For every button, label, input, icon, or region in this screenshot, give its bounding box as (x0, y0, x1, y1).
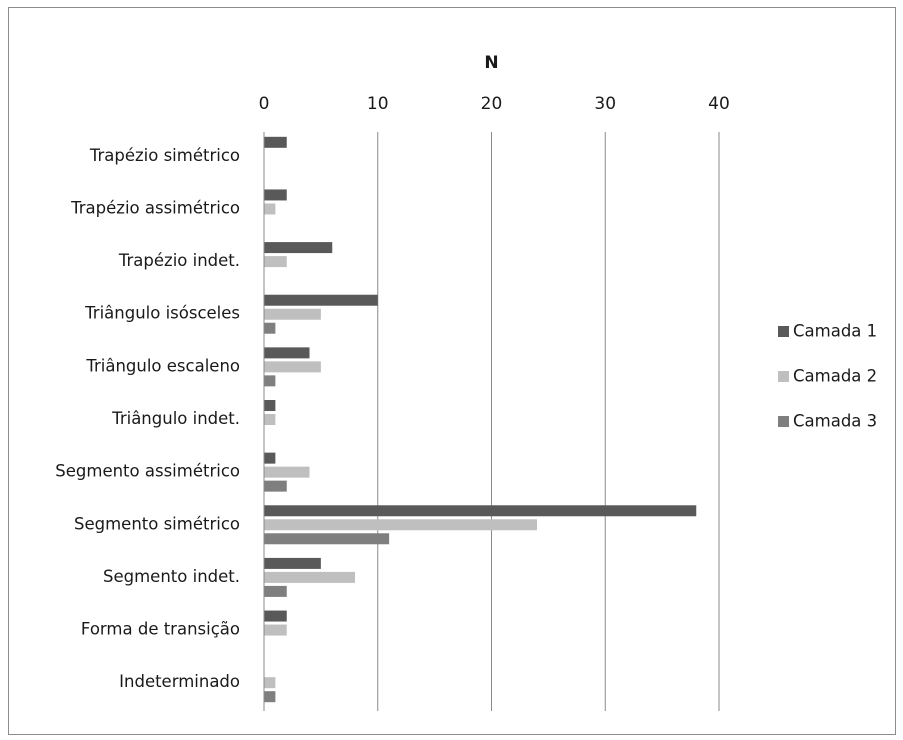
x-tick-label: 10 (367, 94, 389, 114)
bar-camada-1 (264, 452, 276, 464)
bar-camada-3 (264, 585, 287, 597)
bar-camada-2 (264, 677, 276, 689)
bar-camada-3 (264, 322, 276, 334)
bar-camada-1 (264, 505, 697, 517)
x-tick-label: 20 (481, 94, 503, 114)
bar-camada-2 (264, 466, 310, 478)
x-axis-title: N (484, 53, 498, 73)
legend-swatch (778, 416, 789, 427)
x-tick-label: 0 (259, 94, 270, 114)
chart-frame (8, 7, 896, 735)
bar-camada-1 (264, 610, 287, 622)
bar-camada-3 (264, 691, 276, 703)
category-label: Segmento indet. (103, 567, 240, 586)
legend-label: Camada 2 (793, 367, 877, 386)
bar-camada-2 (264, 414, 276, 425)
bar-camada-2 (264, 624, 287, 636)
category-label: Trapézio assimétrico (70, 198, 240, 217)
bar-camada-2 (264, 308, 321, 320)
category-label: Trapézio simétrico (89, 146, 240, 165)
bars (264, 136, 697, 703)
category-label: Forma de transição (81, 620, 240, 639)
category-label: Triângulo escaleno (85, 356, 240, 375)
category-labels: Trapézio simétrico Trapézio assimétrico Tr… (55, 146, 240, 691)
bar-camada-1 (264, 347, 310, 359)
legend-label: Camada 1 (793, 322, 877, 341)
bar-camada-2 (264, 361, 321, 373)
bar-camada-2 (264, 571, 355, 583)
bar-camada-1 (264, 136, 287, 148)
category-label: Segmento assimétrico (55, 462, 240, 481)
gridlines (377, 132, 720, 711)
bar-camada-2 (264, 519, 537, 531)
legend: Camada 1 Camada 2 Camada 3 (778, 322, 877, 431)
bar-camada-1 (264, 557, 321, 569)
bar-camada-3 (264, 533, 390, 545)
category-label: Indeterminado (119, 672, 240, 691)
bar-camada-2 (264, 203, 276, 215)
bar-camada-3 (264, 480, 287, 492)
category-label: Triângulo indet. (111, 409, 240, 428)
x-tick-label: 30 (594, 94, 616, 114)
bar-camada-3 (264, 375, 276, 387)
category-label: Segmento simétrico (74, 514, 240, 533)
legend-label: Camada 3 (793, 412, 877, 431)
bar-camada-1 (264, 189, 287, 201)
bar-camada-2 (264, 256, 287, 268)
bar-camada-1 (264, 294, 378, 306)
bar-camada-1 (264, 242, 333, 254)
category-label: Triângulo isósceles (84, 304, 240, 323)
legend-swatch (778, 326, 789, 337)
x-tick-label: 40 (708, 94, 730, 114)
legend-swatch (778, 371, 789, 382)
bar-camada-1 (264, 400, 276, 411)
category-label: Trapézio indet. (118, 251, 240, 270)
x-tick-labels: 0 10 20 30 40 (259, 94, 730, 114)
